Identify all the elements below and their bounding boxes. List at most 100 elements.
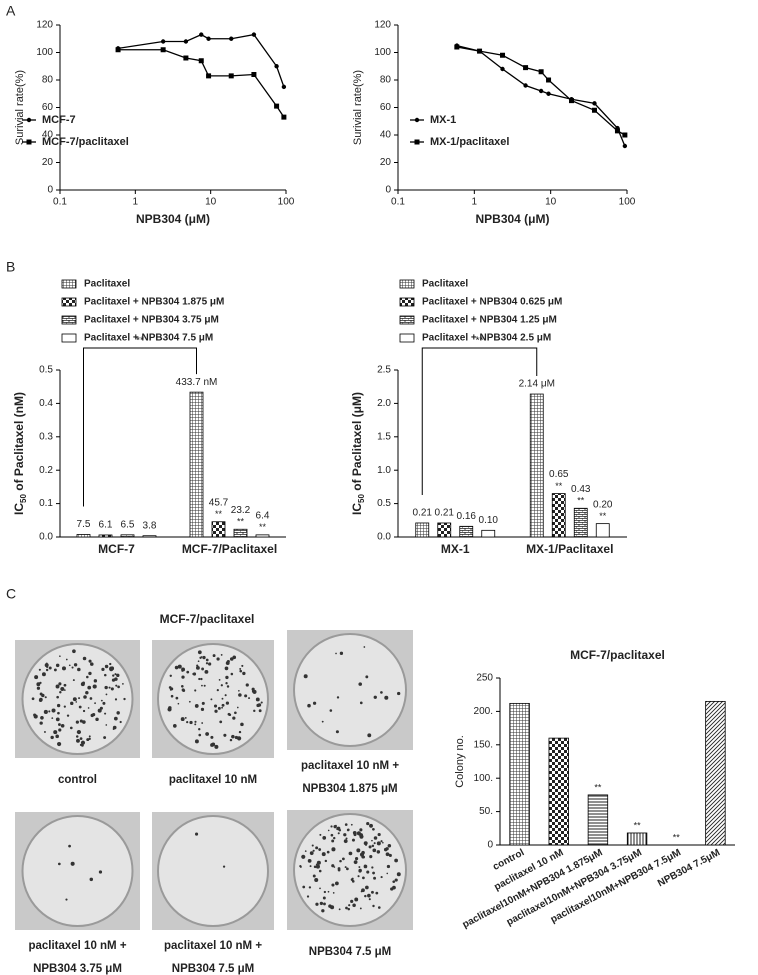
- colony: [56, 703, 61, 708]
- colony: [50, 735, 54, 740]
- colony: [343, 839, 348, 844]
- colony: [95, 717, 99, 722]
- colony: [210, 743, 214, 747]
- colony: [323, 902, 326, 906]
- colony: [68, 844, 71, 848]
- colony: [39, 692, 43, 696]
- panel-label: C: [6, 586, 16, 602]
- y-tick-label: 0.0: [377, 532, 391, 543]
- colony: [337, 832, 340, 835]
- colony: [385, 852, 390, 857]
- marker: [569, 98, 575, 104]
- colony: [394, 858, 398, 863]
- colony: [302, 885, 306, 889]
- colony: [88, 659, 92, 663]
- x-tick-label: 1: [472, 197, 478, 208]
- colony: [232, 655, 237, 660]
- colony: [370, 890, 374, 894]
- colony: [57, 711, 60, 715]
- colony: [229, 738, 233, 742]
- colony: [180, 717, 185, 722]
- y-axis-label: IC50 of Paclitaxel (μM): [350, 392, 366, 515]
- colony: [372, 827, 375, 831]
- colony: [114, 673, 117, 676]
- y-label-rest: of Paclitaxel (μM): [350, 392, 364, 494]
- x-tick-label: 100: [278, 197, 295, 208]
- colony: [314, 877, 319, 882]
- colony: [60, 723, 65, 728]
- colony: [351, 880, 355, 883]
- marker: [274, 103, 280, 109]
- colony: [92, 685, 95, 688]
- colony: [114, 698, 118, 701]
- colony: [45, 668, 49, 672]
- colony: [364, 894, 367, 898]
- colony: [38, 668, 41, 671]
- colony: [197, 650, 202, 655]
- colony: [119, 720, 122, 724]
- significance: **: [215, 509, 223, 519]
- colony: [322, 836, 327, 840]
- colony: [373, 836, 378, 840]
- colony: [319, 887, 321, 890]
- colony: [198, 733, 202, 737]
- colony: [198, 677, 201, 681]
- colony: [260, 701, 263, 704]
- y-tick-label: 0: [385, 185, 391, 196]
- colony: [214, 744, 219, 749]
- value-label: 23.2: [231, 505, 251, 516]
- y-tick-label: 60: [380, 102, 392, 113]
- legend-marker: [414, 139, 420, 145]
- colony: [239, 669, 243, 673]
- marker: [281, 84, 287, 90]
- colony: [308, 859, 311, 861]
- colony: [220, 654, 223, 656]
- colony: [216, 657, 220, 661]
- colony: [200, 707, 205, 712]
- colony: [238, 693, 242, 697]
- colony: [203, 684, 206, 687]
- significance: **: [599, 511, 607, 521]
- colony: [205, 732, 210, 736]
- colony: [205, 662, 209, 665]
- legend-label: MCF-7: [42, 114, 76, 126]
- colony: [217, 706, 221, 710]
- y-tick-label: 200.: [474, 706, 493, 717]
- colony: [306, 895, 310, 898]
- well: [21, 643, 134, 755]
- colony: [257, 703, 262, 707]
- colony: [353, 860, 358, 865]
- colony: [358, 682, 362, 686]
- marker: [538, 88, 544, 94]
- colony: [299, 865, 302, 868]
- colony: [122, 682, 124, 685]
- colony: [210, 698, 213, 701]
- colony: [55, 734, 59, 739]
- colony: [352, 903, 356, 908]
- colony: [335, 652, 337, 655]
- marker: [500, 66, 505, 72]
- colony: [315, 863, 318, 866]
- colony: [196, 664, 199, 667]
- colony: [226, 659, 230, 664]
- y-tick-label: 50.: [479, 806, 493, 817]
- bracket: [421, 347, 538, 495]
- colony: [40, 715, 44, 720]
- colony: [55, 684, 60, 689]
- bar: [211, 521, 226, 538]
- colony: [385, 847, 389, 851]
- colony: [43, 709, 48, 715]
- colony: [354, 857, 359, 861]
- colony: [221, 706, 223, 709]
- colony: [216, 689, 219, 692]
- colony: [230, 672, 234, 676]
- marker: [477, 48, 483, 54]
- colony: [77, 667, 81, 672]
- colony: [101, 667, 105, 672]
- colony: [86, 675, 89, 679]
- colony: [63, 689, 66, 691]
- colony: [321, 909, 325, 913]
- colony: [331, 839, 335, 843]
- colony: [41, 672, 46, 677]
- legend-label: Paclitaxel + NPB304 1.875 μM: [84, 297, 224, 308]
